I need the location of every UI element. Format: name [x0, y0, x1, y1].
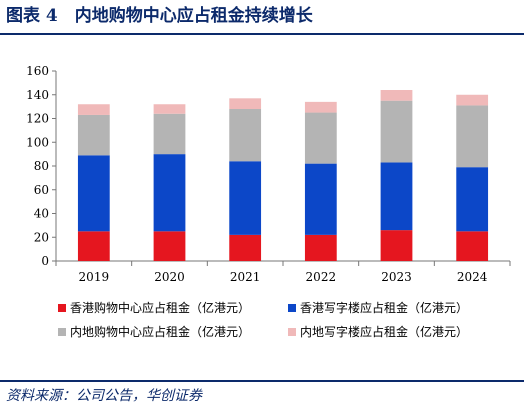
x-tick-label: 2021 [230, 270, 261, 284]
bar-segment [456, 167, 489, 232]
x-tick-label: 2019 [79, 270, 110, 284]
source-divider [0, 380, 524, 382]
bar-segment [456, 94, 489, 106]
legend-label: 内地写字楼应占租金（亿港元） [300, 325, 469, 339]
y-tick-label: 160 [26, 64, 49, 78]
bar-segment [229, 109, 262, 162]
bar-segment [380, 230, 413, 261]
x-tick-label: 2023 [381, 270, 412, 284]
bar-segment [77, 155, 110, 232]
y-axis: 0 20 40 60 80 100 120 140 160 [26, 64, 57, 268]
legend-item: 香港购物中心应占租金（亿港元） [58, 300, 250, 316]
legend-item: 内地写字楼应占租金（亿港元） [288, 324, 468, 340]
figure-title: 图表 4 内地购物中心应占租金持续增长 [6, 6, 313, 26]
bar-segment [229, 161, 262, 235]
legend-swatch [58, 327, 66, 336]
y-tick-label: 20 [34, 230, 49, 244]
bar-segment [304, 112, 337, 164]
bar-segment [229, 98, 262, 109]
bar-segment [77, 231, 110, 261]
bar-segment [153, 104, 186, 114]
bar-segment [153, 113, 186, 155]
y-tick-label: 0 [41, 254, 49, 268]
bar-segment [304, 101, 337, 113]
bar-segment [456, 231, 489, 261]
legend-swatch [288, 327, 296, 336]
x-tick-label: 2020 [154, 270, 185, 284]
legend-item: 内地购物中心应占租金（亿港元） [58, 324, 250, 340]
legend-label: 内地购物中心应占租金（亿港元） [70, 325, 251, 339]
legend-swatch [58, 303, 66, 312]
legend-item: 香港写字楼应占租金（亿港元） [288, 300, 468, 316]
bar-segment [77, 114, 110, 156]
x-tick-label: 2024 [457, 270, 488, 284]
bar-segment [229, 234, 262, 261]
legend-label: 香港购物中心应占租金（亿港元） [70, 301, 251, 315]
y-tick-label: 60 [34, 183, 49, 197]
bar-segment [153, 154, 186, 232]
y-tick-label: 120 [26, 112, 49, 126]
bar-segment [153, 231, 186, 261]
bar-segment [304, 234, 337, 261]
y-tick-label: 140 [26, 88, 49, 102]
bar-segment [304, 163, 337, 235]
legend-swatch [288, 303, 296, 312]
legend-label: 香港写字楼应占租金（亿港元） [300, 301, 469, 315]
y-tick-label: 80 [34, 159, 49, 173]
bar-segment [77, 104, 110, 115]
bar-segment [380, 162, 413, 231]
bar-segment [456, 105, 489, 168]
title-divider [0, 33, 524, 35]
x-tick-label: 2022 [306, 270, 337, 284]
bar-segment [380, 100, 413, 163]
x-axis: 2019 2020 2021 2022 2023 2024 [55, 260, 511, 284]
bars-group [77, 90, 489, 261]
y-tick-label: 40 [34, 207, 49, 221]
source-note: 资料来源：公司公告，华创证券 [6, 388, 202, 404]
bar-segment [380, 90, 413, 101]
y-tick-label: 100 [26, 135, 49, 149]
